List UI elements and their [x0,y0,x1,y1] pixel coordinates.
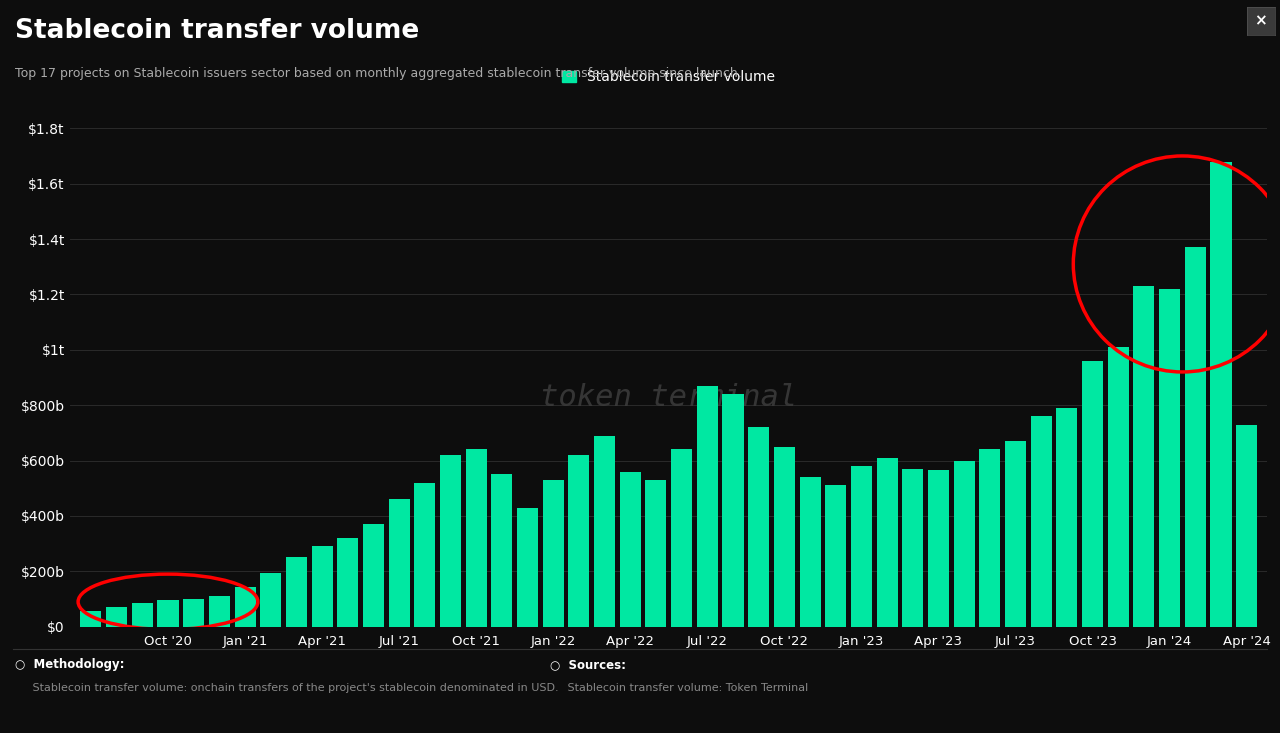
Bar [1185,247,1206,627]
Bar [183,599,205,627]
Bar [1107,347,1129,627]
Bar [800,477,820,627]
Text: ○  Sources:: ○ Sources: [550,658,626,671]
Bar [1236,424,1257,627]
Bar [234,586,256,627]
Bar [543,480,563,627]
Bar [209,596,230,627]
Text: Stablecoin transfer volume: Token Terminal: Stablecoin transfer volume: Token Termin… [550,683,809,693]
Text: Top 17 projects on Stablecoin issuers sector based on monthly aggregated stablec: Top 17 projects on Stablecoin issuers se… [15,67,742,81]
Bar [311,546,333,627]
Bar [157,600,178,627]
Bar [954,460,974,627]
Bar [902,469,923,627]
Bar [1056,408,1078,627]
Bar [337,538,358,627]
Bar [671,449,692,627]
Bar [285,558,307,627]
Bar [594,435,616,627]
Bar [415,483,435,627]
Text: ×: × [1254,14,1267,29]
Bar [81,611,101,627]
Legend: Stablecoin transfer volume: Stablecoin transfer volume [562,70,776,84]
Bar [877,458,897,627]
Bar [389,499,410,627]
Bar [1030,416,1052,627]
Bar [568,455,590,627]
Bar [851,466,872,627]
Bar [1005,441,1027,627]
Text: ○  Methodology:: ○ Methodology: [15,658,125,671]
Bar [517,508,538,627]
Bar [492,474,512,627]
Bar [260,572,282,627]
Bar [1211,161,1231,627]
Bar [106,608,127,627]
Bar [1160,289,1180,627]
Bar [826,485,846,627]
Bar [979,449,1001,627]
Bar [774,446,795,627]
Bar [1082,361,1103,627]
Bar [466,449,486,627]
Bar [928,471,948,627]
Bar [132,603,152,627]
Bar [364,524,384,627]
Bar [645,480,667,627]
Bar [696,386,718,627]
Bar [620,471,641,627]
Bar [440,455,461,627]
Bar [722,394,744,627]
Text: token terminal: token terminal [540,383,797,412]
Bar [748,427,769,627]
Bar [1133,286,1155,627]
Text: Stablecoin transfer volume: Stablecoin transfer volume [15,18,420,44]
Text: Stablecoin transfer volume: onchain transfers of the project's stablecoin denomi: Stablecoin transfer volume: onchain tran… [15,683,559,693]
